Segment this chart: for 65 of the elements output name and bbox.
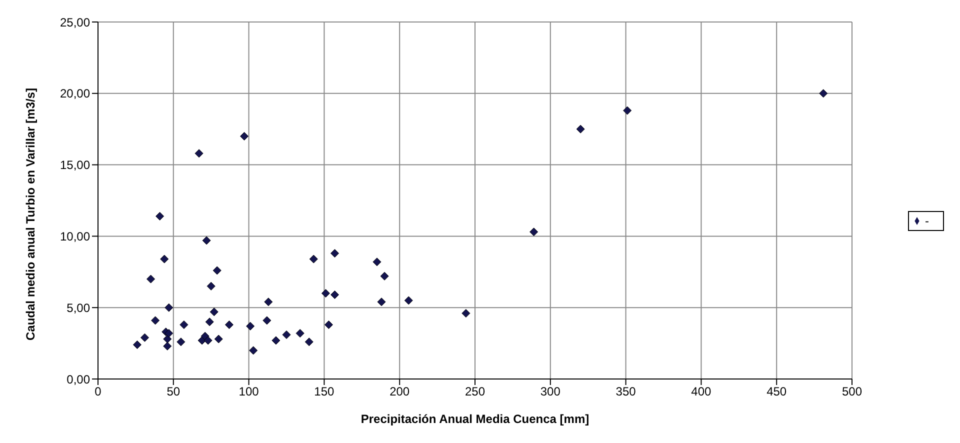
y-tick-label: 5,00 (66, 300, 90, 315)
point (321, 289, 330, 298)
point (214, 334, 223, 344)
point (309, 254, 318, 264)
point (140, 333, 149, 342)
point (160, 254, 169, 264)
point (462, 309, 470, 318)
point (530, 228, 538, 236)
point (249, 346, 258, 355)
point (282, 330, 291, 339)
point (324, 320, 333, 329)
point (202, 236, 211, 245)
point (377, 298, 386, 306)
point (210, 308, 218, 316)
point (132, 340, 142, 349)
point (205, 318, 214, 326)
point (146, 274, 156, 284)
point (404, 296, 413, 305)
point (262, 316, 272, 325)
point (296, 329, 304, 338)
point (330, 249, 340, 258)
point (204, 336, 212, 345)
point (819, 89, 828, 98)
x-tick-label: 0 (94, 384, 102, 399)
point (240, 132, 249, 140)
y-tick-label: 10,00 (60, 229, 90, 244)
point (212, 266, 222, 275)
y-tick-label: 15,00 (60, 158, 90, 172)
x-tick-label: 350 (616, 384, 636, 399)
point (206, 282, 216, 290)
x-tick-label: 150 (314, 384, 335, 399)
y-tick-label: 20,00 (60, 86, 90, 101)
x-axis-title: Precipitación Anual Media Cuenca [mm] (360, 412, 590, 426)
point (272, 336, 280, 345)
point (380, 272, 389, 280)
x-tick-label: 50 (166, 384, 180, 399)
point (200, 332, 210, 340)
point (180, 320, 188, 329)
point (330, 290, 340, 299)
point (576, 124, 585, 134)
x-tick-label: 400 (691, 384, 712, 399)
point (264, 298, 273, 306)
point (246, 322, 255, 330)
x-tick-label: 300 (540, 384, 561, 399)
x-tick-label: 500 (842, 384, 862, 399)
point (163, 334, 172, 344)
point (372, 258, 382, 266)
point (304, 338, 314, 346)
point (151, 316, 160, 325)
point (164, 329, 174, 338)
legend-label: - (925, 214, 929, 228)
y-axis-title: Caudal medio anual Turbio en Varillar [m3/s] (23, 88, 38, 340)
x-tick-label: 100 (238, 384, 260, 399)
point (163, 342, 172, 350)
point (164, 303, 174, 312)
point (623, 106, 632, 115)
x-tick-label: 200 (390, 384, 410, 399)
point (224, 320, 234, 329)
y-tick-label: 0,00 (66, 372, 90, 386)
point (176, 338, 186, 346)
y-tick-label: 25,00 (60, 15, 90, 30)
x-tick-label: 450 (766, 384, 787, 399)
x-tick-label: 250 (464, 384, 486, 399)
point (156, 212, 164, 220)
point (194, 149, 204, 158)
